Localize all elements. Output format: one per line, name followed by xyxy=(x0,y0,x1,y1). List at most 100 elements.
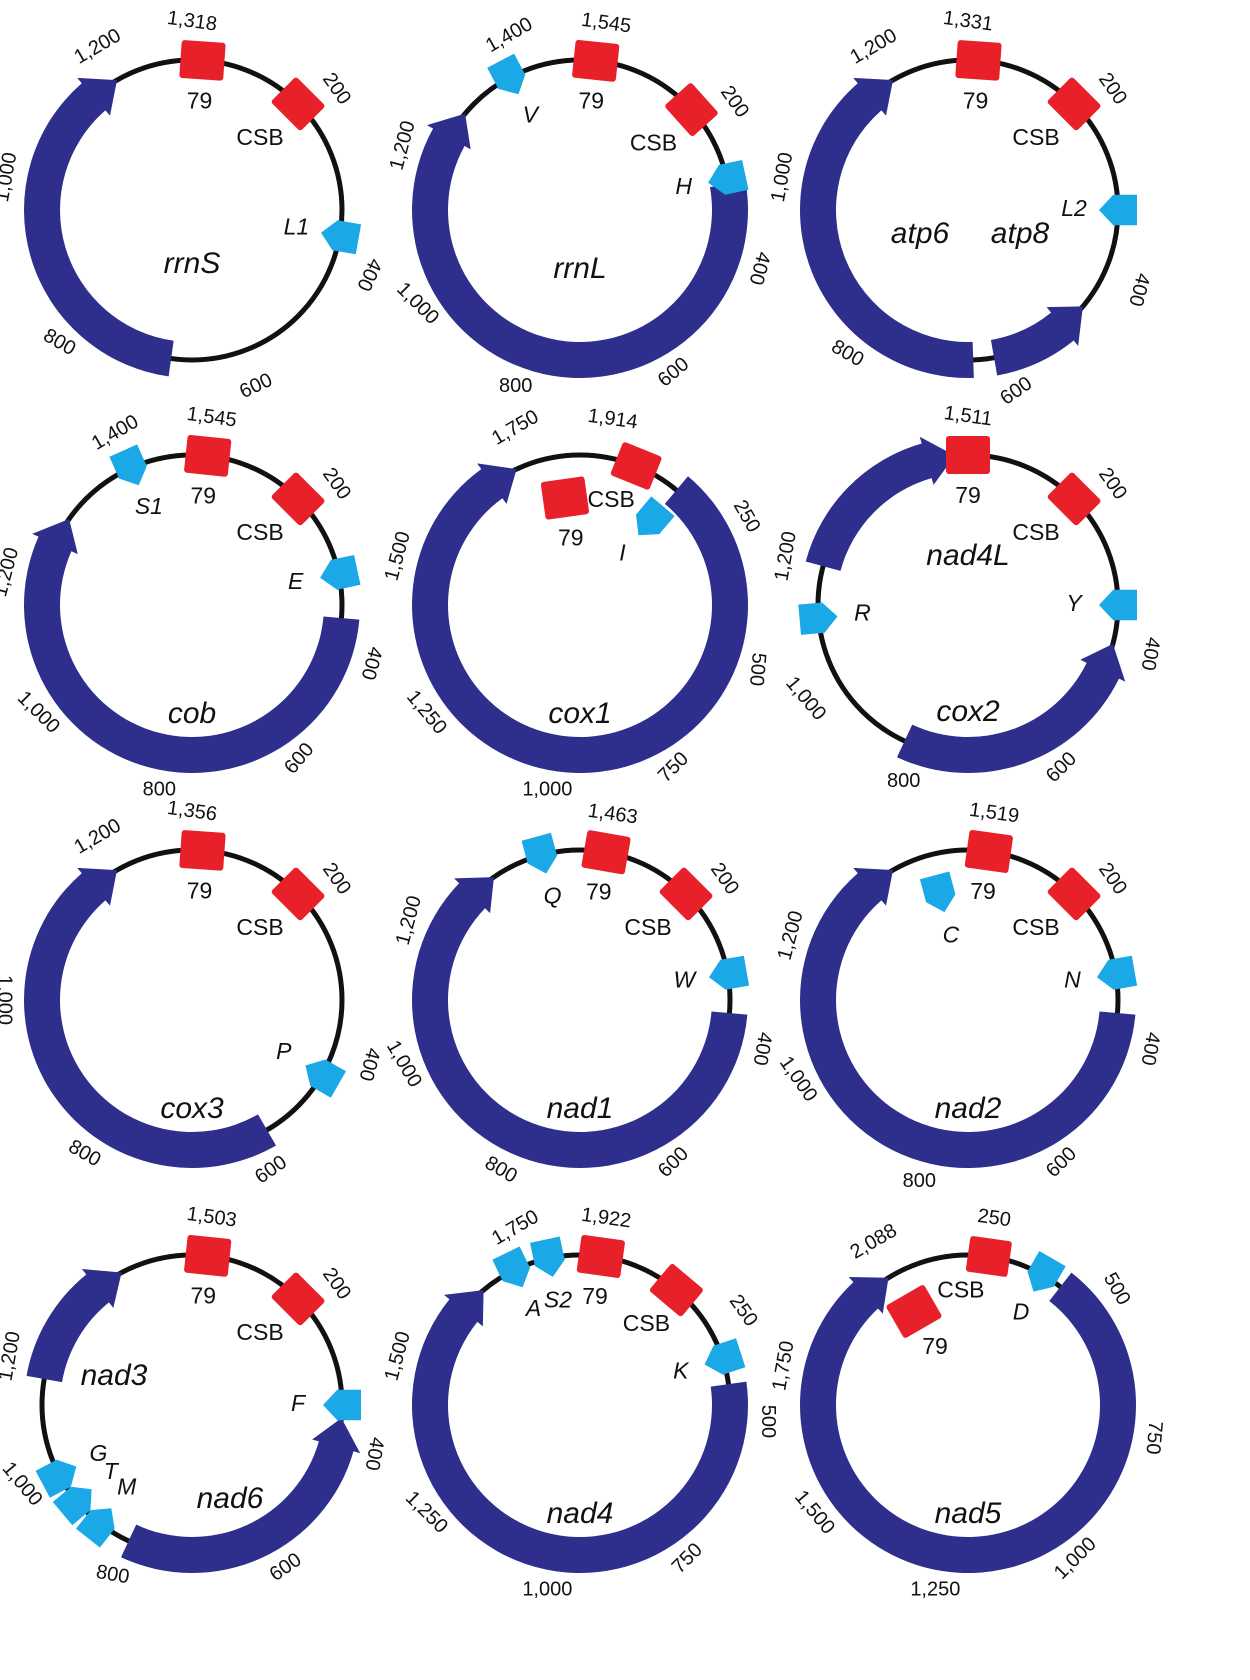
trna-arrow xyxy=(709,955,750,990)
gene-label: nad2 xyxy=(935,1092,1002,1125)
tick-label: 400 xyxy=(1124,271,1154,309)
trna-label: F xyxy=(291,1390,307,1416)
tick-label: 1,200 xyxy=(0,1330,25,1383)
tick-label: 1,000 xyxy=(0,1458,47,1510)
tick-label: 600 xyxy=(266,1549,306,1586)
circle-map: 79CSBDnad52,0882505007501,0001,2501,5001… xyxy=(768,1205,1166,1601)
tick-label: 250 xyxy=(725,1291,762,1331)
csb-label: CSB xyxy=(623,1310,670,1336)
gene-arrow xyxy=(800,77,974,378)
tick-label: 250 xyxy=(976,1205,1012,1231)
gene-label: nad5 xyxy=(935,1497,1002,1530)
site-79-block xyxy=(581,830,631,875)
tick-label: 1,500 xyxy=(381,529,415,583)
tick-label: 200 xyxy=(706,859,743,899)
gene-label: rrnS xyxy=(164,247,221,280)
tick-label: 400 xyxy=(357,644,387,682)
gene-arrow xyxy=(990,306,1083,376)
gene-label: rrnL xyxy=(553,252,606,285)
trna-label: Q xyxy=(544,883,562,909)
gene-arrow xyxy=(121,1418,361,1573)
csb-block xyxy=(271,867,325,921)
tick-label: 1,914 xyxy=(586,405,639,434)
tick-label: 800 xyxy=(499,375,532,397)
tick-label: 800 xyxy=(903,1170,936,1192)
site-79-label: 79 xyxy=(558,525,584,551)
gene-arrow xyxy=(412,1290,748,1573)
gene-label: cob xyxy=(168,697,216,730)
gene-arrow xyxy=(897,643,1126,773)
tick-label: 400 xyxy=(354,1046,384,1084)
gene-label: atp6 xyxy=(891,217,950,250)
trna-label: T xyxy=(104,1458,120,1484)
tick-label: 800 xyxy=(143,778,176,800)
csb-label: CSB xyxy=(236,124,283,150)
tick-label: 200 xyxy=(1094,859,1131,899)
tick-label: 750 xyxy=(654,748,693,787)
site-79-block xyxy=(964,829,1013,873)
gene-label: atp8 xyxy=(991,217,1050,250)
trna-label: H xyxy=(675,173,692,199)
site-79-label: 79 xyxy=(922,1333,948,1359)
trna-label: L1 xyxy=(284,213,310,239)
tick-label: 400 xyxy=(361,1435,388,1472)
tick-label: 1,331 xyxy=(942,7,995,36)
trna-label: G xyxy=(89,1440,107,1466)
trna-label: Y xyxy=(1066,590,1083,616)
trna-arrow xyxy=(321,220,362,255)
tick-label: 1,000 xyxy=(781,672,830,724)
trna-arrow xyxy=(798,602,838,635)
tick-label: 1,750 xyxy=(768,1339,798,1392)
tick-label: 400 xyxy=(352,255,386,295)
tick-label: 1,200 xyxy=(70,25,124,69)
trna-label: L2 xyxy=(1061,195,1087,221)
trna-arrow xyxy=(1099,589,1137,621)
tick-label: 1,000 xyxy=(522,778,572,800)
trna-arrow xyxy=(636,496,675,536)
site-79-label: 79 xyxy=(578,88,604,114)
tick-label: 1,545 xyxy=(185,403,238,432)
tick-label: 600 xyxy=(236,369,276,403)
csb-block xyxy=(659,867,713,921)
csb-block xyxy=(271,472,325,526)
gene-label: nad4 xyxy=(547,1497,614,1530)
trna-arrow xyxy=(919,871,956,913)
site-79-block xyxy=(184,1234,232,1277)
trna-label: S1 xyxy=(135,493,163,519)
csb-label: CSB xyxy=(630,130,677,156)
gene-label: cox3 xyxy=(160,1092,224,1125)
tick-label: 200 xyxy=(318,69,355,109)
trna-arrow xyxy=(487,53,526,95)
trna-label: E xyxy=(288,568,304,594)
trna-arrow xyxy=(704,1338,746,1375)
gene-arrow xyxy=(23,867,276,1169)
tick-label: 750 xyxy=(1141,1420,1166,1455)
site-79-label: 79 xyxy=(970,878,996,904)
trna-arrow xyxy=(320,555,361,590)
trna-arrow xyxy=(305,1059,346,1098)
tick-label: 200 xyxy=(716,82,753,122)
tick-label: 400 xyxy=(745,249,775,287)
gene-arrow xyxy=(26,1268,122,1383)
site-79-block xyxy=(946,436,990,474)
site-79-block xyxy=(179,40,226,81)
tick-label: 800 xyxy=(65,1136,105,1172)
tick-label: 1,545 xyxy=(580,9,633,38)
tick-label: 200 xyxy=(318,464,355,504)
tick-label: 400 xyxy=(1137,1030,1164,1067)
tick-label: 600 xyxy=(654,353,694,391)
site-79-label: 79 xyxy=(190,1283,216,1309)
csb-label: CSB xyxy=(236,914,283,940)
trna-label: I xyxy=(619,540,626,566)
trna-label: P xyxy=(276,1038,292,1064)
tick-label: 1,356 xyxy=(166,797,219,826)
gene-label: nad1 xyxy=(547,1092,614,1125)
tick-label: 1,200 xyxy=(392,893,426,947)
tick-label: 1,200 xyxy=(846,25,900,69)
